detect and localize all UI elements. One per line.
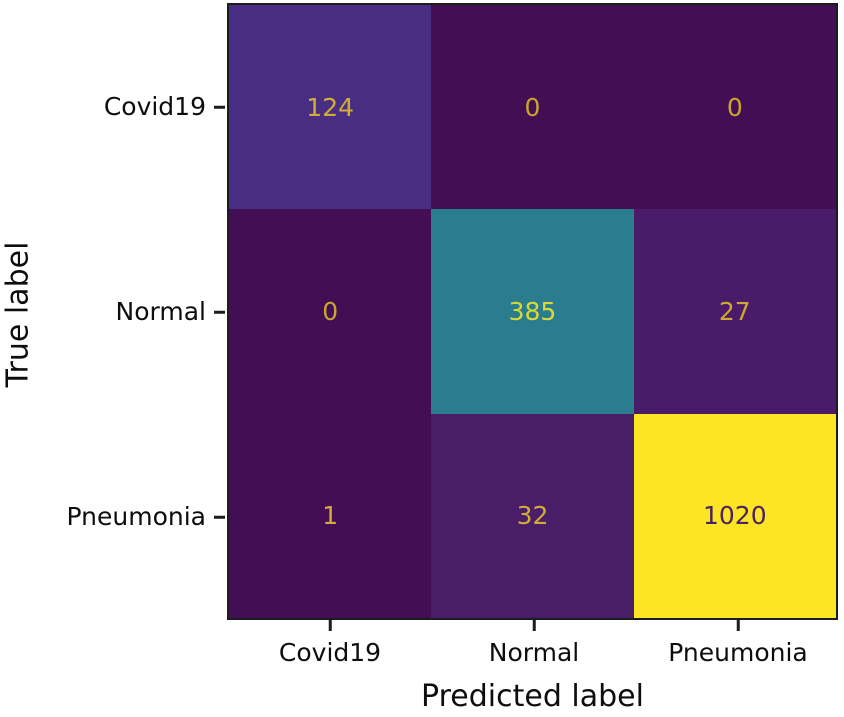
x-axis-label: Predicted label: [421, 679, 644, 714]
matrix-cell-true-covid19-pred-covid19: 124: [229, 5, 432, 210]
y-tick-label-pneumonia: Pneumonia: [66, 501, 206, 531]
matrix-cell-true-pneumonia-pred-normal: 32: [431, 413, 634, 618]
x-tick-mark: [328, 620, 332, 631]
x-tick-label-pneumonia: Pneumonia: [668, 638, 808, 667]
y-tick-mark: [214, 310, 225, 314]
y-tick-label-covid19: Covid19: [103, 91, 206, 121]
matrix-cell-true-normal-pred-covid19: 0: [229, 209, 432, 414]
y-tick-mark: [214, 105, 225, 109]
x-tick-mark: [532, 620, 536, 631]
x-tick-label-covid19: Covid19: [278, 638, 382, 667]
x-tick-mark: [736, 620, 740, 631]
y-tick-label-normal: Normal: [115, 296, 206, 326]
x-tick-label-normal: Normal: [488, 638, 580, 667]
matrix-cell-true-covid19-pred-normal: 0: [431, 5, 634, 210]
matrix-cell-true-covid19-pred-pneumonia: 0: [633, 5, 836, 210]
matrix-cell-true-normal-pred-pneumonia: 27: [633, 209, 836, 414]
matrix-cell-true-pneumonia-pred-covid19: 1: [229, 413, 432, 618]
heatmap-plot: 124 0 0 0 385 27 1 32 1020: [227, 3, 838, 620]
matrix-cell-true-normal-pred-normal: 385: [431, 209, 634, 414]
matrix-cell-true-pneumonia-pred-pneumonia: 1020: [633, 413, 836, 618]
y-tick-mark: [214, 515, 225, 519]
